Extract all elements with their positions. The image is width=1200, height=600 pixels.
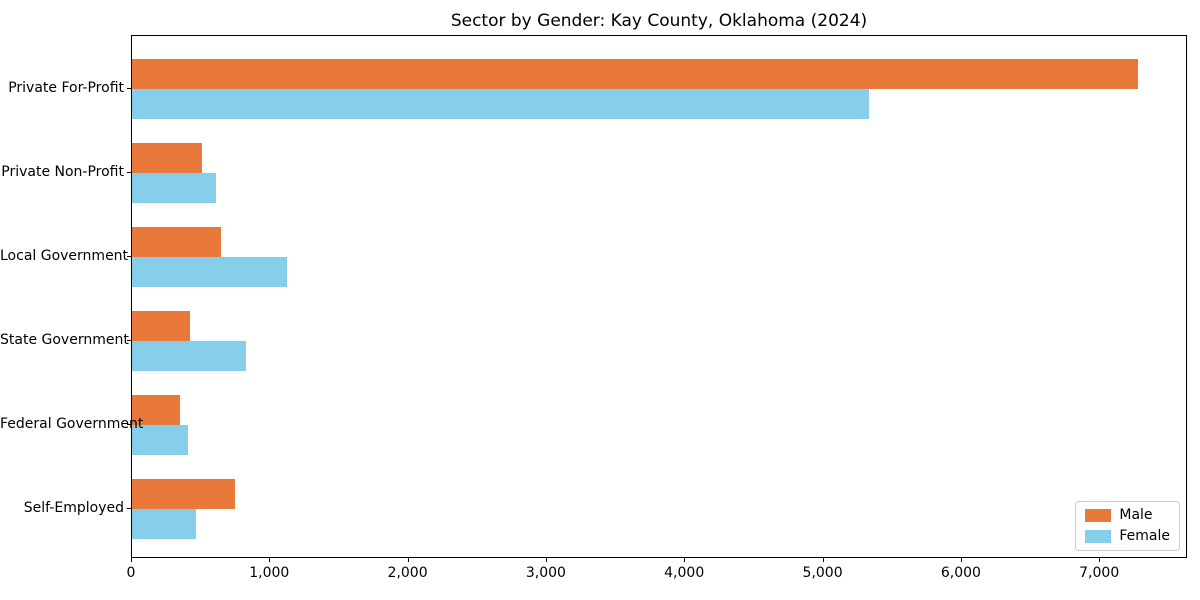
x-tick-label: 2,000: [387, 565, 428, 581]
y-tick-mark: [127, 88, 131, 89]
bar-female-5: [132, 425, 188, 455]
bar-male-2: [132, 143, 202, 173]
bar-male-1: [132, 59, 1138, 89]
x-tick-mark: [269, 558, 271, 562]
x-tick-mark: [822, 558, 824, 562]
y-tick-mark: [127, 340, 131, 341]
legend: Male Female: [1075, 501, 1180, 551]
x-tick-mark: [407, 558, 409, 562]
y-tick-label: Private For-Profit: [8, 80, 124, 96]
y-tick-label: Federal Government: [0, 416, 144, 432]
bar-female-4: [132, 341, 247, 371]
legend-label: Female: [1119, 528, 1170, 544]
y-tick-mark: [127, 508, 131, 509]
bar-female-6: [132, 509, 196, 539]
x-tick-label: 1,000: [249, 565, 290, 581]
bar-male-5: [132, 395, 180, 425]
y-tick-label: Private Non-Profit: [1, 164, 124, 180]
x-tick-mark: [1099, 558, 1101, 562]
legend-swatch-male: [1085, 509, 1112, 522]
legend-entry-female: Female: [1085, 529, 1170, 544]
legend-label: Male: [1119, 507, 1153, 523]
x-tick-label: 3,000: [525, 565, 566, 581]
y-tick-label: Self-Employed: [23, 500, 124, 516]
bar-male-6: [132, 479, 235, 509]
x-tick-mark: [545, 558, 547, 562]
y-tick-label: State Government: [0, 332, 129, 348]
legend-entry-male: Male: [1085, 508, 1170, 523]
x-tick-label: 6,000: [940, 565, 981, 581]
y-tick-mark: [127, 172, 131, 173]
x-tick-label: 4,000: [664, 565, 705, 581]
bar-male-3: [132, 227, 222, 257]
plot-area: Male Female: [131, 35, 1187, 558]
chart-title: Sector by Gender: Kay County, Oklahoma (…: [450, 11, 868, 31]
y-tick-mark: [127, 256, 131, 257]
bar-female-2: [132, 173, 216, 203]
x-tick-mark: [131, 558, 132, 562]
bar-female-1: [132, 89, 869, 119]
legend-swatch-female: [1085, 530, 1112, 543]
x-tick-label: 5,000: [802, 565, 843, 581]
bar-female-3: [132, 257, 287, 287]
x-tick-mark: [960, 558, 962, 562]
y-tick-label: Local Government: [0, 248, 129, 264]
x-tick-mark: [684, 558, 686, 562]
y-tick-mark: [127, 424, 131, 425]
x-tick-label: 0: [126, 565, 136, 581]
x-tick-label: 7,000: [1079, 565, 1120, 581]
bar-male-4: [132, 311, 191, 341]
